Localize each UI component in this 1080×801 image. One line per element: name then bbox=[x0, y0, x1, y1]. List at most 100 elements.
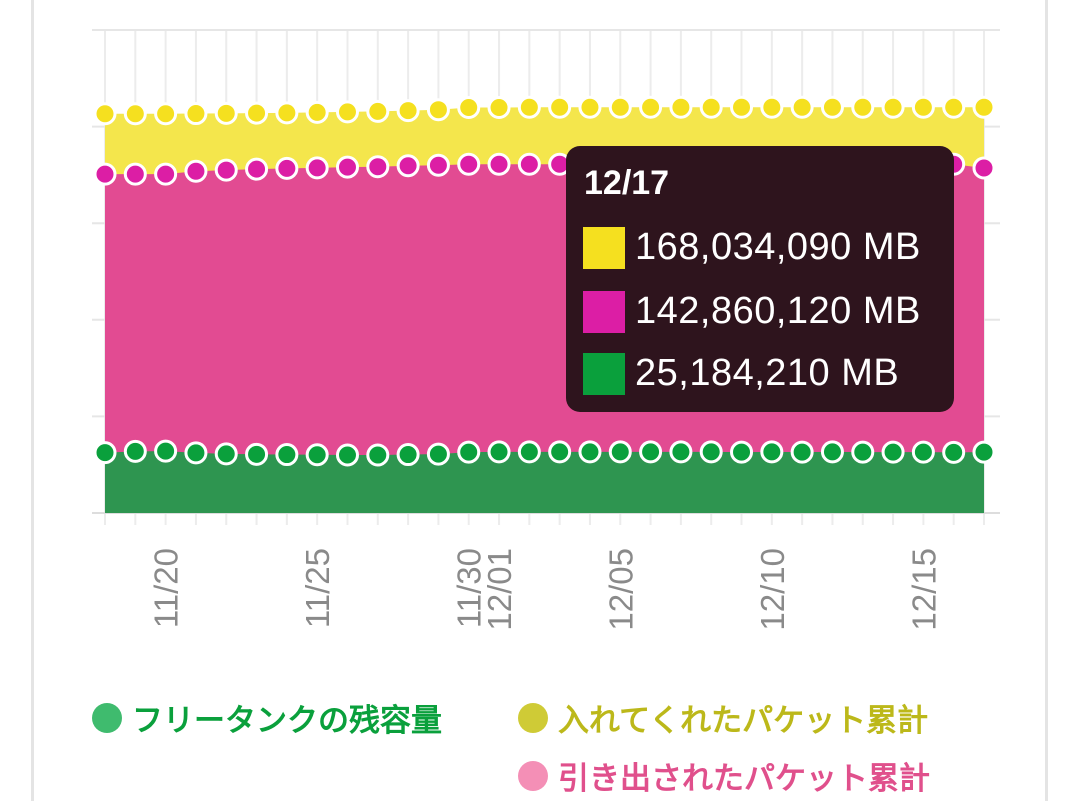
point-free-tank bbox=[184, 441, 208, 465]
point-packets-in bbox=[366, 99, 390, 123]
x-tick-label: 12/05 bbox=[602, 548, 639, 631]
point-packets-in bbox=[942, 95, 966, 119]
legend-item-packets-in[interactable]: 入れてくれたパケット累計 bbox=[518, 695, 928, 740]
legend-dot-packets-out bbox=[518, 760, 548, 791]
point-packets-in bbox=[578, 95, 602, 119]
point-packets-out bbox=[487, 152, 511, 176]
tooltip-row-free: 25,184,210 MB bbox=[583, 352, 899, 395]
point-packets-out bbox=[245, 157, 269, 181]
point-packets-in bbox=[548, 95, 572, 119]
tooltip-swatch-out bbox=[583, 290, 625, 333]
frame-left-border bbox=[31, 0, 34, 801]
point-free-tank bbox=[154, 439, 178, 463]
tooltip-row-in: 168,034,090 MB bbox=[583, 226, 921, 269]
point-free-tank bbox=[578, 440, 602, 464]
legend-item-packets-out[interactable]: 引き出されたパケット累計 bbox=[518, 753, 930, 798]
point-packets-in bbox=[669, 95, 693, 119]
legend-dot-packets-in bbox=[518, 702, 548, 733]
tooltip: 12/17 168,034,090 MB 142,860,120 MB 25,1… bbox=[566, 146, 954, 412]
point-packets-in bbox=[639, 95, 663, 119]
point-packets-in bbox=[426, 98, 450, 122]
point-packets-out bbox=[93, 162, 117, 186]
tooltip-swatch-in bbox=[583, 226, 625, 269]
point-packets-in bbox=[245, 101, 269, 125]
point-packets-in bbox=[457, 96, 481, 120]
point-free-tank bbox=[639, 440, 663, 464]
point-free-tank bbox=[93, 441, 117, 465]
area-free-tank bbox=[105, 451, 984, 513]
point-free-tank bbox=[214, 442, 238, 466]
x-tick-label: 12/10 bbox=[754, 548, 791, 631]
point-free-tank bbox=[851, 440, 875, 464]
point-free-tank bbox=[911, 440, 935, 464]
point-free-tank bbox=[548, 440, 572, 464]
point-packets-in bbox=[396, 99, 420, 123]
point-free-tank bbox=[457, 440, 481, 464]
series-markers bbox=[93, 95, 996, 467]
point-free-tank bbox=[699, 440, 723, 464]
point-packets-out bbox=[154, 162, 178, 186]
point-packets-in bbox=[699, 95, 723, 119]
point-packets-in bbox=[820, 95, 844, 119]
point-packets-in bbox=[911, 95, 935, 119]
point-free-tank bbox=[942, 440, 966, 464]
point-free-tank bbox=[972, 440, 996, 464]
point-packets-in bbox=[730, 95, 754, 119]
point-free-tank bbox=[123, 439, 147, 463]
point-packets-out bbox=[426, 153, 450, 177]
point-packets-in bbox=[93, 102, 117, 126]
point-packets-out bbox=[972, 156, 996, 180]
x-tick-label: 11/20 bbox=[148, 548, 185, 628]
legend-label-packets-in: 入れてくれたパケット累計 bbox=[558, 703, 929, 739]
point-free-tank bbox=[517, 440, 541, 464]
x-tick-label: 11/30 bbox=[451, 548, 488, 628]
tooltip-value-in: 168,034,090 MB bbox=[635, 226, 921, 268]
point-free-tank bbox=[760, 440, 784, 464]
point-free-tank bbox=[608, 440, 632, 464]
point-packets-out bbox=[214, 158, 238, 182]
point-packets-in bbox=[760, 95, 784, 119]
point-free-tank bbox=[820, 440, 844, 464]
legend-dot-free-tank bbox=[92, 702, 122, 733]
tooltip-value-free: 25,184,210 MB bbox=[635, 352, 900, 394]
point-packets-in bbox=[851, 95, 875, 119]
point-packets-out bbox=[275, 156, 299, 180]
point-packets-in bbox=[305, 100, 329, 124]
point-packets-in bbox=[608, 95, 632, 119]
point-packets-in bbox=[881, 95, 905, 119]
legend-label-free-tank: フリータンクの残容量 bbox=[132, 703, 442, 739]
frame-right-border bbox=[1045, 0, 1048, 801]
tooltip-date: 12/17 bbox=[584, 164, 670, 202]
tooltip-value-out: 142,860,120 MB bbox=[635, 290, 921, 332]
point-free-tank bbox=[669, 440, 693, 464]
point-packets-in bbox=[154, 102, 178, 126]
point-packets-in bbox=[214, 101, 238, 125]
legend-label-packets-out: 引き出されたパケット累計 bbox=[558, 761, 930, 797]
point-packets-in bbox=[184, 102, 208, 126]
point-free-tank bbox=[335, 443, 359, 467]
point-packets-in bbox=[275, 101, 299, 125]
point-free-tank bbox=[790, 440, 814, 464]
x-tick-label: 11/25 bbox=[299, 548, 336, 628]
point-packets-out bbox=[517, 152, 541, 176]
point-packets-in bbox=[972, 95, 996, 119]
point-free-tank bbox=[396, 443, 420, 467]
point-free-tank bbox=[275, 443, 299, 467]
point-free-tank bbox=[881, 440, 905, 464]
point-packets-out bbox=[366, 155, 390, 179]
point-free-tank bbox=[305, 443, 329, 467]
point-free-tank bbox=[426, 442, 450, 466]
point-packets-out bbox=[123, 162, 147, 186]
x-tick-label: 12/01 bbox=[481, 548, 518, 631]
point-packets-in bbox=[517, 95, 541, 119]
point-packets-out bbox=[184, 159, 208, 183]
tooltip-row-out: 142,860,120 MB bbox=[583, 290, 921, 333]
legend-item-free-tank[interactable]: フリータンクの残容量 bbox=[92, 695, 442, 740]
point-packets-out bbox=[305, 156, 329, 180]
point-free-tank bbox=[366, 443, 390, 467]
point-packets-out bbox=[396, 154, 420, 178]
point-packets-in bbox=[335, 100, 359, 124]
point-free-tank bbox=[487, 440, 511, 464]
x-tick-label: 12/15 bbox=[905, 548, 942, 631]
